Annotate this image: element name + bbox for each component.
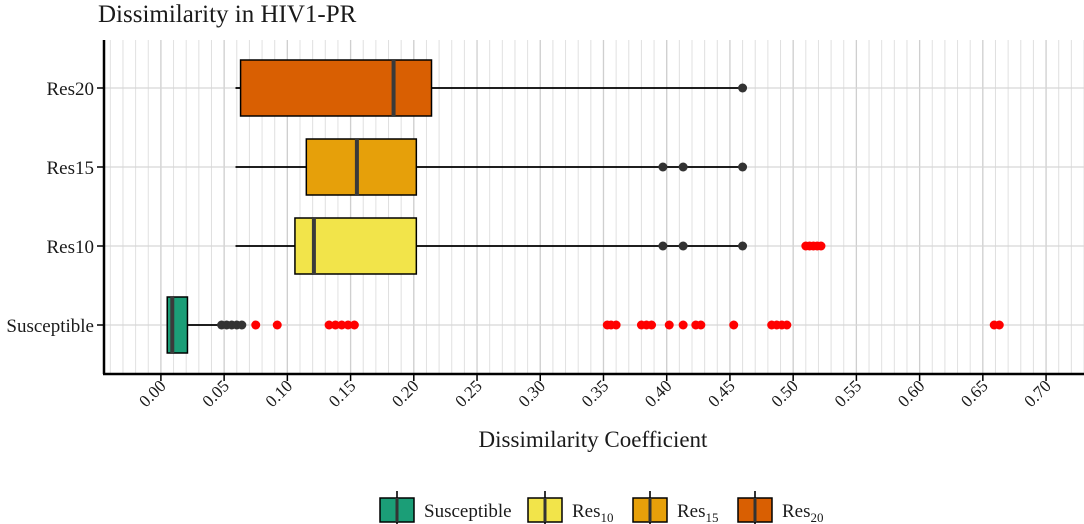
x-tick-label: 0.55 (831, 376, 865, 410)
outlier-point (658, 162, 668, 172)
highlight-point (611, 320, 621, 330)
highlight-point (343, 320, 353, 330)
x-tick-label: 0.45 (704, 376, 738, 410)
x-tick-label: 0.70 (1020, 376, 1054, 410)
outlier-point (658, 241, 668, 251)
x-tick-label: 0.05 (198, 376, 232, 410)
highlight-point (647, 320, 657, 330)
legend-item-res20: Res20 (737, 491, 824, 524)
box-res15 (305, 138, 418, 196)
legend-item-res15: Res15 (632, 491, 719, 524)
legend-label: Res10 (572, 501, 614, 524)
box-layer (166, 59, 743, 354)
x-tick-label: 0.15 (325, 376, 359, 410)
legend-label: Susceptible (424, 501, 512, 522)
point-layer (217, 83, 1004, 330)
highlight-point (782, 320, 792, 330)
outlier-point (237, 320, 247, 330)
x-tick-label: 0.65 (957, 376, 991, 410)
y-tick-label: Res15 (47, 158, 95, 179)
outlier-point (738, 241, 748, 251)
legend-item-res10: Res10 (527, 491, 614, 524)
highlight-point (251, 320, 261, 330)
highlight-point (330, 320, 340, 330)
legend-label-subscript: 15 (706, 510, 719, 524)
legend-label-subscript: 10 (601, 510, 614, 524)
legend-label: Res20 (782, 501, 824, 524)
y-tick-label: Res20 (47, 79, 95, 100)
highlight-point (816, 241, 826, 251)
highlight-point (664, 320, 674, 330)
label-layer: Dissimilarity in HIV1-PR Dissimilarity C… (98, 1, 708, 452)
highlight-point (696, 320, 706, 330)
x-tick-label: 0.20 (388, 376, 422, 410)
highlight-point (324, 320, 334, 330)
x-tick-label: 0.10 (262, 376, 296, 410)
highlight-point (994, 320, 1004, 330)
outlier-point (678, 241, 688, 251)
y-tick-label: Susceptible (6, 316, 94, 337)
chart-title: Dissimilarity in HIV1-PR (98, 1, 357, 28)
legend-label: Res15 (677, 501, 719, 524)
axis-layer: Res20 Res15 Res10 Susceptible 0.00 0.05 0.10 0.… (6, 40, 1084, 411)
x-tick-label: 0.35 (578, 376, 612, 410)
x-axis-label: Dissimilarity Coefficient (479, 427, 709, 452)
y-tick-label: Res10 (47, 237, 95, 258)
x-tick-label: 0.25 (451, 376, 485, 410)
highlight-point (729, 320, 739, 330)
x-tick-label: 0.60 (894, 376, 928, 410)
highlight-point (337, 320, 347, 330)
legend-label-subscript: 20 (811, 510, 824, 524)
legend: Susceptible Res10 Res15 Res20 (379, 491, 824, 524)
legend-item-susceptible: Susceptible (379, 491, 512, 524)
box-susceptible (166, 296, 189, 354)
highlight-point (272, 320, 282, 330)
outlier-point (738, 83, 748, 93)
outlier-point (738, 162, 748, 172)
highlight-point (349, 320, 359, 330)
x-tick-label: 0.50 (768, 376, 802, 410)
x-tick-label: 0.00 (135, 376, 169, 410)
outlier-point (678, 162, 688, 172)
highlight-point (678, 320, 688, 330)
x-tick-label: 0.30 (515, 376, 549, 410)
x-tick-label: 0.40 (641, 376, 675, 410)
box-res20 (239, 59, 433, 117)
